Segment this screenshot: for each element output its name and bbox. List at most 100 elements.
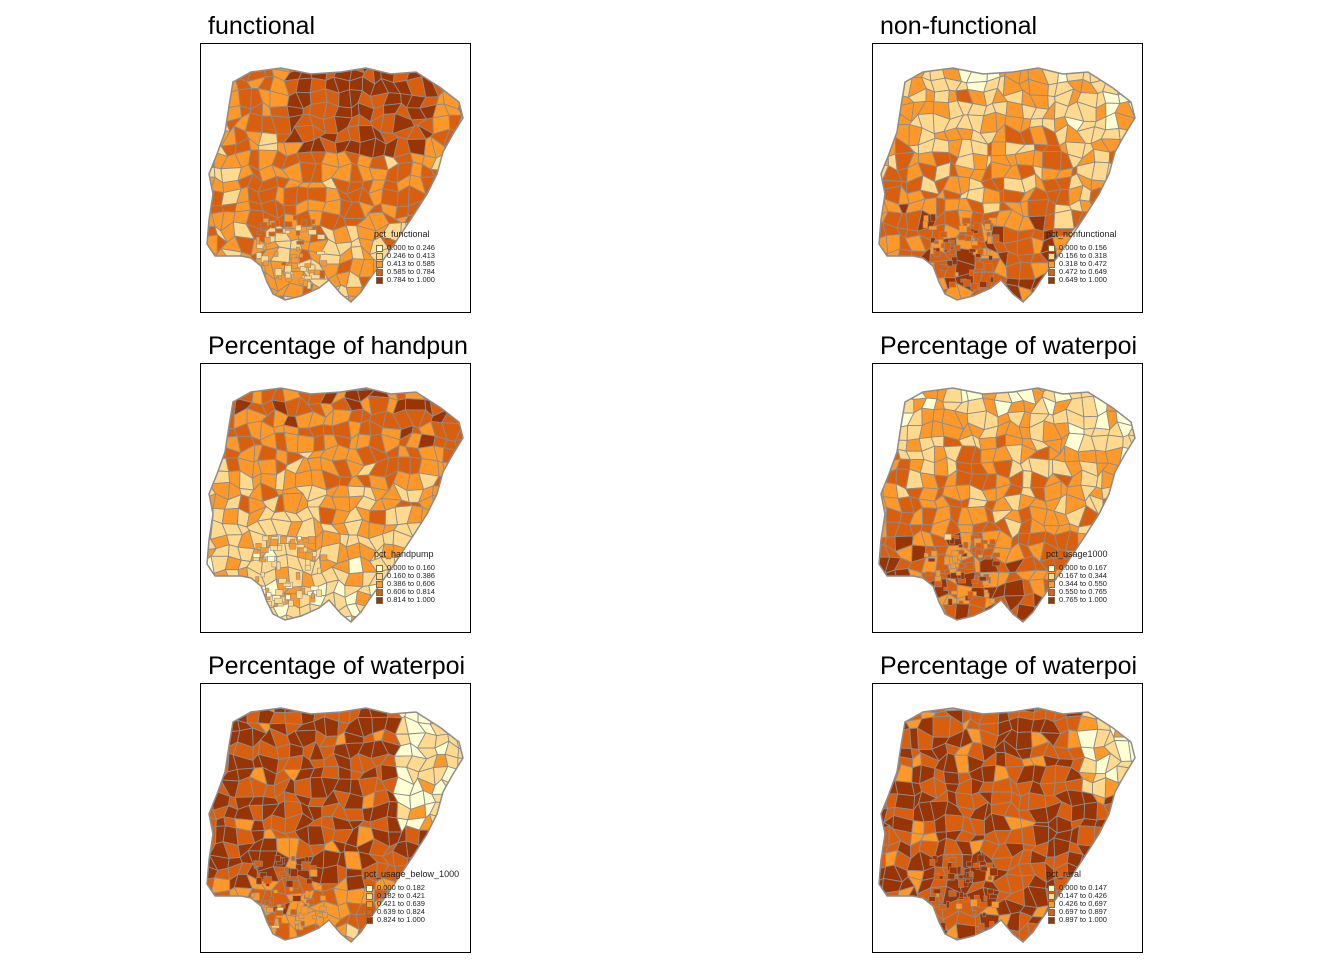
district-polygon	[207, 771, 213, 785]
district-polygon	[978, 436, 997, 451]
district-polygon	[981, 764, 997, 783]
district-polygon	[255, 877, 263, 885]
district-polygon	[911, 820, 925, 836]
district-polygon	[1096, 522, 1102, 536]
district-polygon	[283, 186, 299, 207]
district-polygon	[879, 436, 889, 455]
district-polygon	[879, 782, 886, 795]
district-polygon	[1114, 178, 1134, 196]
district-polygon	[978, 901, 988, 908]
district-polygon	[975, 261, 984, 270]
district-polygon	[960, 867, 965, 875]
district-polygon	[880, 272, 899, 287]
district-polygon	[922, 220, 928, 229]
district-polygon	[381, 375, 394, 386]
district-polygon	[1127, 225, 1135, 242]
legend-item: 0.167 to 0.344	[1048, 572, 1108, 580]
district-polygon	[924, 283, 932, 289]
district-polygon	[264, 899, 270, 906]
map-frame: pct_usage1000 0.000 to 0.167 0.167 to 0.…	[872, 363, 1143, 633]
district-polygon	[312, 364, 327, 378]
district-polygon	[925, 571, 933, 577]
district-polygon	[899, 935, 915, 942]
district-polygon	[207, 288, 216, 302]
district-polygon	[944, 533, 952, 541]
district-polygon	[1116, 510, 1133, 527]
district-polygon	[1115, 708, 1132, 714]
district-polygon	[1114, 198, 1135, 214]
panel-title: Percentage of waterpoi	[880, 652, 1138, 680]
district-polygon	[418, 603, 436, 620]
district-polygon	[309, 869, 318, 877]
district-polygon	[920, 594, 934, 610]
district-polygon	[925, 920, 934, 929]
district-polygon	[255, 576, 260, 583]
legend-swatch	[366, 908, 373, 916]
district-polygon	[290, 909, 298, 915]
district-polygon	[1090, 692, 1105, 706]
district-polygon	[1133, 44, 1143, 59]
legend-item: 0.585 to 0.784	[376, 268, 435, 276]
legend-swatch	[1048, 908, 1055, 916]
district-polygon	[921, 282, 933, 299]
district-polygon	[879, 746, 890, 761]
district-polygon	[207, 444, 217, 461]
district-polygon	[948, 890, 957, 897]
district-polygon	[288, 364, 303, 379]
district-polygon	[304, 890, 310, 899]
district-polygon	[923, 68, 932, 73]
legend-swatch	[376, 260, 383, 268]
district-polygon	[266, 907, 274, 913]
district-polygon	[446, 209, 459, 233]
district-polygon	[879, 68, 891, 72]
district-polygon	[212, 260, 231, 275]
district-polygon	[422, 44, 439, 58]
district-polygon	[210, 388, 230, 403]
district-polygon	[319, 44, 336, 58]
district-polygon	[300, 906, 309, 915]
district-polygon	[207, 733, 216, 751]
district-polygon	[1116, 270, 1134, 292]
district-polygon	[458, 284, 463, 302]
legend-item: 0.606 to 0.814	[376, 588, 435, 596]
district-polygon	[966, 231, 974, 236]
district-polygon	[312, 915, 317, 920]
district-polygon	[954, 272, 959, 277]
district-polygon	[1119, 388, 1133, 391]
district-polygon	[979, 684, 998, 696]
district-polygon	[1128, 837, 1135, 855]
district-polygon	[879, 604, 888, 622]
district-polygon	[208, 106, 230, 123]
district-polygon	[290, 868, 298, 877]
district-polygon	[455, 457, 463, 477]
district-polygon	[458, 850, 463, 871]
legend-item: 0.814 to 1.000	[376, 596, 435, 604]
district-polygon	[447, 718, 463, 737]
district-polygon	[1132, 185, 1135, 202]
district-polygon	[358, 364, 371, 378]
district-polygon	[295, 68, 312, 69]
district-polygon	[227, 614, 240, 622]
legend-label: 0.639 to 0.824	[377, 907, 425, 916]
district-polygon	[417, 844, 436, 853]
district-polygon	[1055, 684, 1072, 692]
district-polygon	[285, 594, 291, 600]
district-polygon	[932, 936, 944, 942]
district-polygon	[447, 543, 463, 560]
district-polygon	[291, 263, 299, 269]
legend-item: 0.160 to 0.386	[376, 572, 435, 580]
district-polygon	[444, 150, 461, 172]
district-polygon	[973, 894, 980, 900]
district-polygon	[1089, 364, 1110, 378]
district-polygon	[324, 364, 335, 378]
district-polygon	[931, 915, 937, 924]
district-polygon	[313, 434, 326, 453]
district-polygon	[296, 44, 311, 53]
district-polygon	[432, 923, 450, 942]
district-polygon	[234, 270, 253, 287]
district-polygon	[316, 589, 322, 597]
district-polygon	[1053, 209, 1075, 230]
district-polygon	[294, 388, 315, 391]
district-polygon	[207, 614, 219, 622]
district-polygon	[207, 423, 217, 437]
